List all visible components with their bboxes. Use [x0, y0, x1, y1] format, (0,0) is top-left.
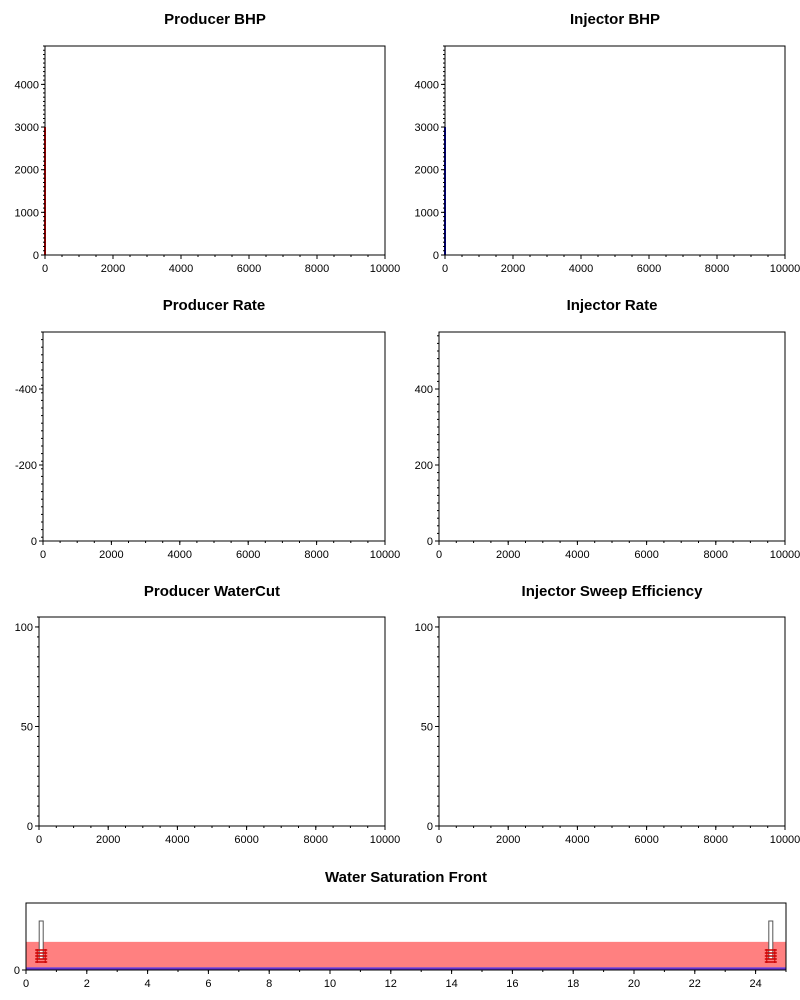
y-tick-label: 50 [21, 721, 33, 733]
y-tick-label: 3000 [415, 122, 439, 134]
plot-frame [438, 331, 786, 542]
x-tick-label: 10000 [370, 263, 401, 275]
x-tick-label: 8000 [305, 263, 329, 275]
x-tick-label: 2000 [96, 834, 120, 846]
x-tick-label: 22 [689, 978, 701, 990]
y-tick-label: 0 [427, 536, 433, 548]
x-tick-label: 6000 [237, 263, 261, 275]
chart-injector_bhp: Injector BHP 0 2000 4000 6000 8000 10000 0 1000 2… [415, 11, 800, 275]
well-marker [764, 920, 777, 963]
well-marker [35, 920, 48, 963]
y-tick-label: 3000 [15, 122, 39, 134]
x-tick-label: 6000 [634, 834, 658, 846]
x-tick-label: 2000 [496, 834, 520, 846]
chart-producer_watercut: Producer WaterCut 0 2000 4000 6000 8000 10000 0… [15, 583, 401, 846]
y-tick-label: 4000 [415, 79, 439, 91]
x-tick-label: 4000 [569, 263, 593, 275]
x-tick-label: 10000 [770, 263, 800, 275]
chart-title: Producer WaterCut [144, 583, 280, 600]
x-tick-label: 0 [36, 834, 42, 846]
y-tick-label: 0 [427, 821, 433, 833]
chart-injector_sweep: Injector Sweep Efficiency 0 2000 4000 6000 80… [415, 583, 800, 846]
x-tick-label: 18 [567, 978, 579, 990]
chart-producer_bhp: Producer BHP 0 2000 4000 6000 8000 10000 0 1000 2… [15, 11, 401, 275]
plot-frame [25, 902, 787, 971]
x-tick-label: 0 [442, 263, 448, 275]
y-tick-label: 4000 [15, 79, 39, 91]
x-tick-label: 20 [628, 978, 640, 990]
plot-frame [42, 331, 386, 542]
x-tick-label: 8000 [304, 549, 328, 561]
x-tick-label: 6000 [236, 549, 260, 561]
x-tick-label: 8000 [704, 834, 728, 846]
chart-title: Water Saturation Front [325, 869, 487, 886]
x-tick-label: 0 [436, 834, 442, 846]
chart-title: Injector BHP [570, 11, 660, 28]
chart-injector_rate: Injector Rate 0 2000 4000 6000 8000 10000 0 200 4… [415, 297, 800, 561]
x-tick-label: 8000 [704, 549, 728, 561]
y-tick-label: 0 [31, 536, 37, 548]
x-tick-label: 4 [145, 978, 151, 990]
x-tick-label: 4000 [565, 834, 589, 846]
x-tick-label: 2 [84, 978, 90, 990]
chart-title: Producer BHP [164, 11, 266, 28]
y-tick-label: -400 [15, 384, 37, 396]
x-tick-label: 0 [23, 978, 29, 990]
x-tick-label: 14 [445, 978, 457, 990]
x-tick-label: 6000 [234, 834, 258, 846]
y-tick-label: 100 [15, 622, 33, 634]
x-tick-label: 10000 [770, 834, 800, 846]
water-zone-band [26, 967, 786, 970]
chart-producer_rate: Producer Rate 0 2000 4000 6000 8000 10000 0 -200… [15, 297, 400, 561]
x-tick-label: 4000 [168, 549, 192, 561]
x-tick-label: 0 [42, 263, 48, 275]
plot-frame [438, 616, 786, 827]
x-tick-label: 2000 [501, 263, 525, 275]
x-tick-label: 4000 [165, 834, 189, 846]
x-tick-label: 6000 [637, 263, 661, 275]
chart-title: Injector Sweep Efficiency [522, 583, 704, 600]
x-tick-label: 6000 [634, 549, 658, 561]
y-tick-label: 100 [415, 622, 433, 634]
chart-title: Injector Rate [567, 297, 658, 314]
x-tick-label: 8 [266, 978, 272, 990]
y-tick-label: 400 [415, 384, 433, 396]
x-tick-label: 12 [385, 978, 397, 990]
x-tick-label: 6 [205, 978, 211, 990]
x-tick-label: 10000 [370, 834, 401, 846]
x-tick-label: 2000 [99, 549, 123, 561]
x-tick-label: 16 [506, 978, 518, 990]
x-tick-label: 8000 [304, 834, 328, 846]
y-tick-label: 1000 [15, 207, 39, 219]
x-tick-label: 2000 [101, 263, 125, 275]
y-tick-label: 1000 [415, 207, 439, 219]
y-tick-label: 2000 [415, 165, 439, 177]
plot-frame [44, 45, 386, 256]
x-tick-label: 0 [40, 549, 46, 561]
x-tick-label: 2000 [496, 549, 520, 561]
plot-frame [444, 45, 786, 256]
oil-zone-band [26, 941, 786, 968]
y-tick-label: 0 [33, 250, 39, 262]
x-tick-label: 4000 [169, 263, 193, 275]
chart-title: Producer Rate [163, 297, 266, 314]
y-tick-label: 0 [27, 821, 33, 833]
x-tick-label: 10000 [770, 549, 800, 561]
y-tick-label: -200 [15, 460, 37, 472]
x-tick-label: 4000 [565, 549, 589, 561]
x-tick-label: 10000 [370, 549, 401, 561]
y-tick-label: 0 [14, 965, 20, 977]
plot-frame [38, 616, 386, 827]
y-tick-label: 50 [421, 721, 433, 733]
x-tick-label: 10 [324, 978, 336, 990]
y-tick-label: 2000 [15, 165, 39, 177]
y-tick-label: 0 [433, 250, 439, 262]
x-tick-label: 24 [749, 978, 761, 990]
x-tick-label: 0 [436, 549, 442, 561]
y-tick-label: 200 [415, 460, 433, 472]
x-tick-label: 8000 [705, 263, 729, 275]
